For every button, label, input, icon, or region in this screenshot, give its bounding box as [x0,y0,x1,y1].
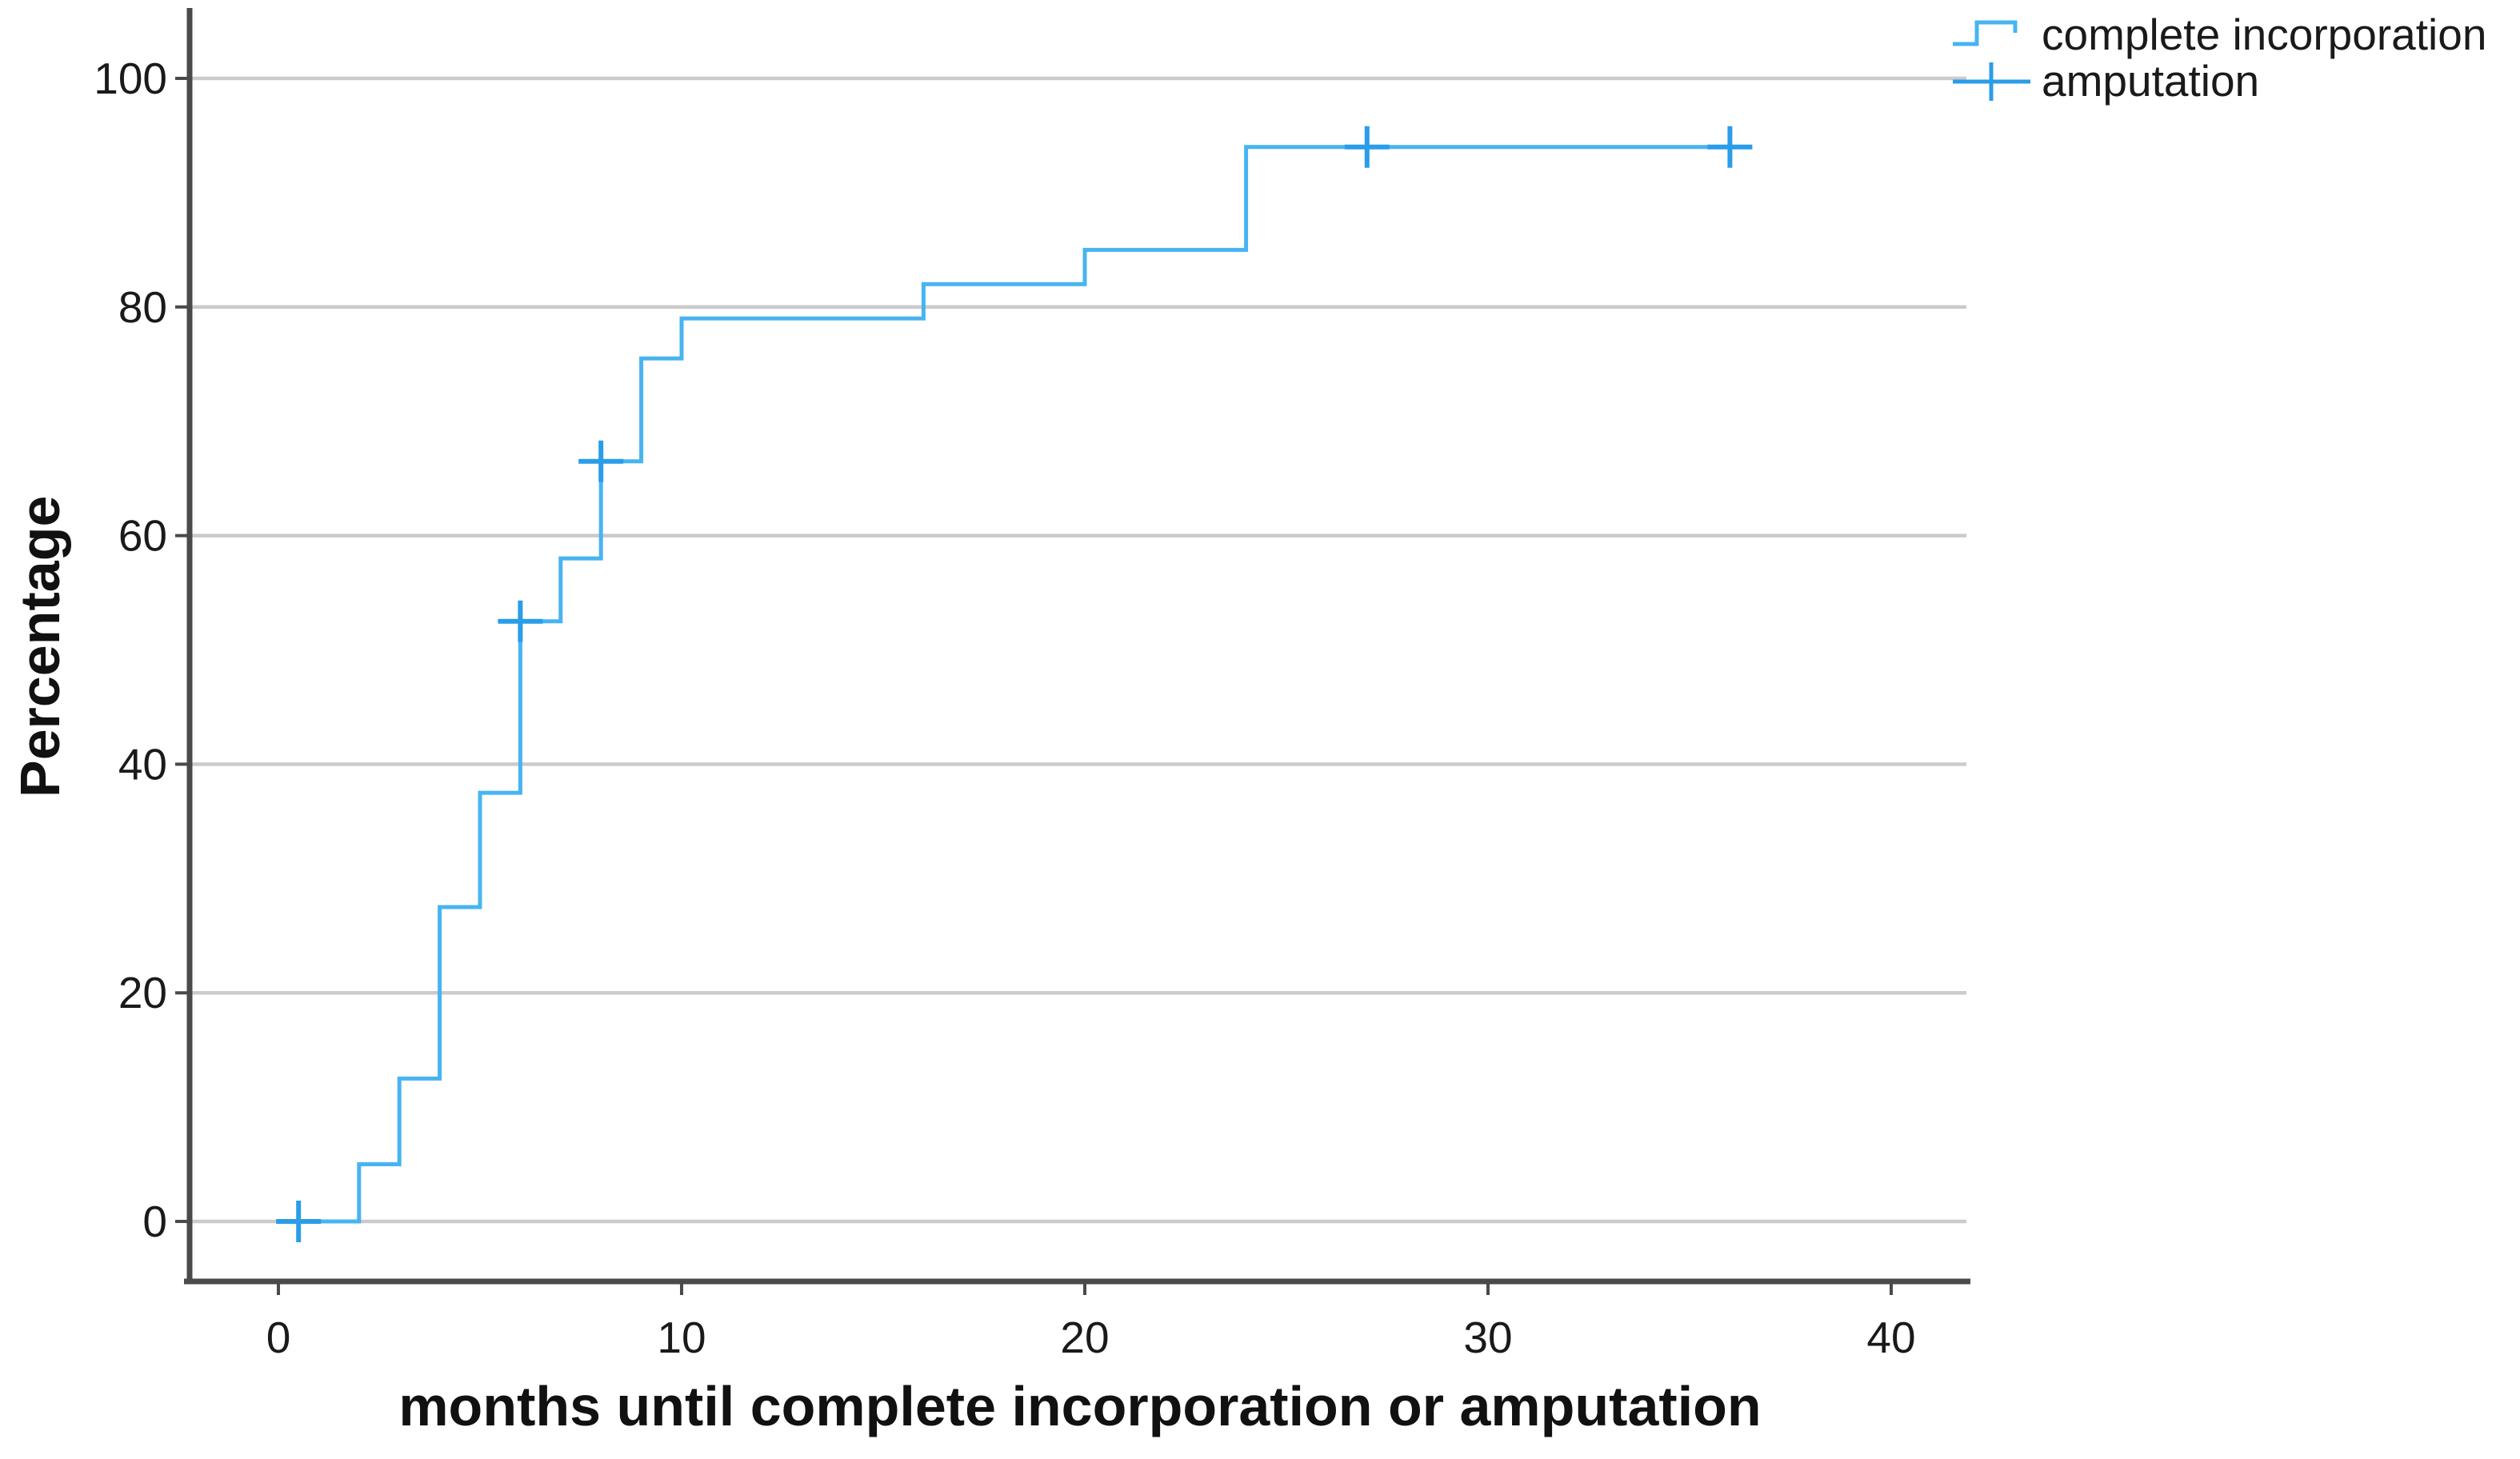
x-axis-title: months until complete incorporation or a… [398,1375,1762,1437]
x-tick-label: 20 [1060,1313,1109,1362]
y-tick-label: 40 [118,739,167,789]
censor-mark-amputation [578,440,624,482]
y-tick-label: 60 [118,511,167,561]
y-tick-label: 0 [142,1197,167,1246]
legend-label: complete incorporation [2042,10,2487,59]
legend-label: amputation [2042,56,2260,106]
x-tick-label: 40 [1866,1313,1915,1362]
censor-mark-amputation [1707,126,1753,168]
x-tick-label: 0 [266,1313,291,1362]
censor-mark-amputation [498,600,543,642]
censor-plus-icon [1953,62,2030,101]
x-tick-label: 10 [657,1313,706,1362]
legend: complete incorporation amputation [1950,11,2486,104]
y-tick-label: 100 [94,54,167,103]
step-line-icon [1953,20,2018,46]
legend-item-complete-incorporation: complete incorporation [1950,11,2486,58]
legend-item-amputation: amputation [1950,58,2486,104]
censor-mark-amputation [1344,126,1390,168]
x-tick-label: 30 [1463,1313,1512,1362]
step-curve-complete-incorporation [278,145,1730,1224]
censor-mark-amputation [276,1201,322,1242]
y-tick-label: 80 [118,282,167,332]
y-axis-title: Percentage [9,495,71,797]
y-tick-label: 20 [118,968,167,1017]
